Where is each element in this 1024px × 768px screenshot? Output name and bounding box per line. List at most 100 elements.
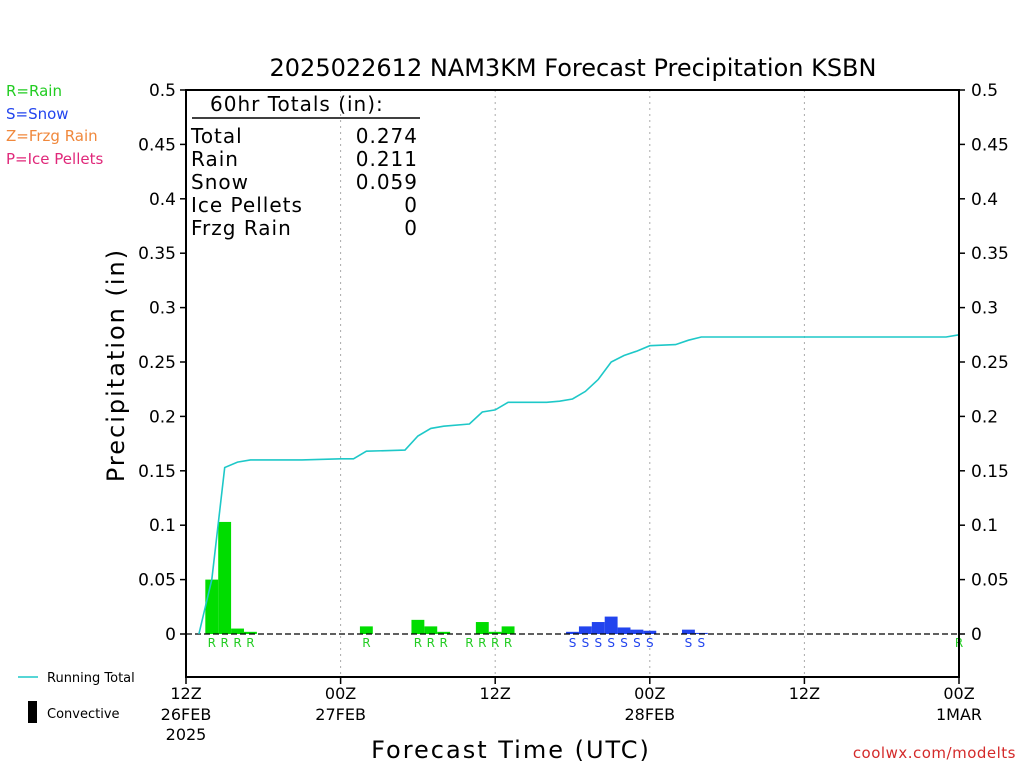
- y-tick-label: 0.3: [971, 299, 998, 319]
- running-total-series: [198, 334, 960, 635]
- legend-ice-pellets: P=Ice Pellets: [6, 149, 104, 168]
- bar: [617, 627, 631, 634]
- type-marker: R: [439, 636, 447, 650]
- x-tick-label: 12Z: [480, 684, 511, 703]
- bar: [591, 622, 605, 634]
- type-marker: S: [620, 636, 628, 650]
- credit-text: coolwx.com/modelts: [852, 744, 1016, 762]
- legend-convective-swatch: [28, 701, 37, 723]
- y-axis-left: 0 0.05 0.1 0.15 0.2 0.25 0.3 0.35 0.4 0.45 0.5: [138, 81, 186, 645]
- y-tick-label: 0.2: [149, 407, 176, 427]
- bar: [501, 626, 515, 634]
- y-tick-label: 0.25: [138, 353, 176, 373]
- type-marker: S: [698, 636, 706, 650]
- x-tick-year: 2025: [166, 725, 207, 744]
- bar: [437, 631, 451, 634]
- type-marker: R: [491, 636, 499, 650]
- bar: [475, 622, 489, 634]
- x-tick-label: 00Z: [634, 684, 665, 703]
- plot-frame: [185, 89, 960, 678]
- bar: [604, 616, 618, 634]
- type-marker: S: [685, 636, 693, 650]
- y-tick-label: 0.25: [971, 353, 1009, 373]
- bar: [359, 626, 373, 634]
- precip-type-legend: R=Rain S=Snow Z=Frzg Rain P=Ice Pellets: [6, 80, 103, 170]
- totals-row-value: 0.059: [356, 170, 418, 194]
- y-tick-label: 0.5: [971, 81, 998, 101]
- x-tick-label: 12Z: [170, 684, 201, 703]
- bar: [205, 579, 219, 634]
- type-marker: S: [646, 636, 654, 650]
- totals-row-value: 0.274: [356, 124, 418, 148]
- y-tick-label: 0: [165, 625, 176, 645]
- type-marker: R: [233, 636, 241, 650]
- x-axis-label: Forecast Time (UTC): [371, 736, 651, 764]
- y-tick-label: 0.4: [149, 190, 176, 210]
- totals-rows: Total 0.274 Rain 0.211 Snow 0.059 Ice Pellets 0…: [190, 124, 418, 240]
- legend-rain: R=Rain: [6, 82, 62, 100]
- totals-row-label: Rain: [191, 147, 239, 171]
- type-marker: S: [569, 636, 577, 650]
- x-tick-label: 12Z: [789, 684, 820, 703]
- y-tick-label: 0.35: [971, 244, 1009, 264]
- y-tick-label: 0.4: [971, 190, 998, 210]
- y-axis-label: Precipitation (in): [102, 248, 130, 482]
- y-tick-label: 0.15: [138, 462, 176, 482]
- bar: [424, 626, 438, 634]
- y-tick-label: 0.05: [971, 571, 1009, 591]
- bars: [205, 521, 708, 634]
- y-tick-label: 0.35: [138, 244, 176, 264]
- totals-row-value: 0: [404, 216, 418, 240]
- totals-row-value: 0: [404, 193, 418, 217]
- running-total-line: [198, 334, 960, 635]
- type-marker: S: [582, 636, 590, 650]
- type-marker: R: [478, 636, 486, 650]
- type-marker: R: [220, 636, 228, 650]
- totals-header: 60hr Totals (in):: [210, 92, 384, 116]
- grid-lines: [340, 90, 805, 677]
- totals-row-label: Ice Pellets: [191, 193, 303, 217]
- x-tick-label: 00Z: [943, 684, 974, 703]
- y-tick-label: 0.1: [971, 516, 998, 536]
- bar: [682, 629, 695, 634]
- x-tick-label: 00Z: [325, 684, 356, 703]
- type-marker: S: [594, 636, 602, 650]
- bar: [643, 630, 657, 634]
- type-marker: R: [208, 636, 216, 650]
- type-marker: R: [504, 636, 512, 650]
- type-marker: R: [414, 636, 422, 650]
- x-tick-date: 28FEB: [624, 705, 675, 724]
- y-tick-label: 0.45: [971, 135, 1009, 155]
- type-marker: R: [246, 636, 254, 650]
- x-tick-date: 27FEB: [315, 705, 366, 724]
- bar: [411, 619, 425, 634]
- bar: [243, 631, 257, 634]
- totals-box: 60hr Totals (in): Total 0.274 Rain 0.211 Sno…: [190, 92, 420, 240]
- y-axis-right: 0 0.05 0.1 0.15 0.2 0.25 0.3 0.35 0.4 0.45 0.5: [959, 81, 1009, 645]
- y-tick-label: 0: [971, 625, 982, 645]
- bar: [218, 521, 232, 634]
- y-tick-label: 0.5: [149, 81, 176, 101]
- y-tick-label: 0.2: [971, 407, 998, 427]
- totals-row-label: Frzg Rain: [191, 216, 292, 240]
- type-marker: R: [465, 636, 473, 650]
- x-tick-date: 26FEB: [161, 705, 212, 724]
- type-marker: R: [362, 636, 370, 650]
- bar: [578, 626, 592, 634]
- y-tick-label: 0.05: [138, 571, 176, 591]
- y-tick-label: 0.45: [138, 135, 176, 155]
- legend-freezing-rain: Z=Frzg Rain: [6, 127, 98, 145]
- legend-running-total-label: Running Total: [47, 671, 135, 686]
- totals-row-label: Total: [190, 124, 243, 148]
- chart-title: 2025022612 NAM3KM Forecast Precipitation…: [270, 54, 877, 82]
- bar: [488, 631, 502, 634]
- y-tick-label: 0.1: [149, 516, 176, 536]
- type-marker: S: [607, 636, 615, 650]
- bar: [566, 631, 579, 634]
- totals-row-value: 0.211: [356, 147, 418, 171]
- y-tick-label: 0.15: [971, 462, 1009, 482]
- y-tick-label: 0.3: [149, 299, 176, 319]
